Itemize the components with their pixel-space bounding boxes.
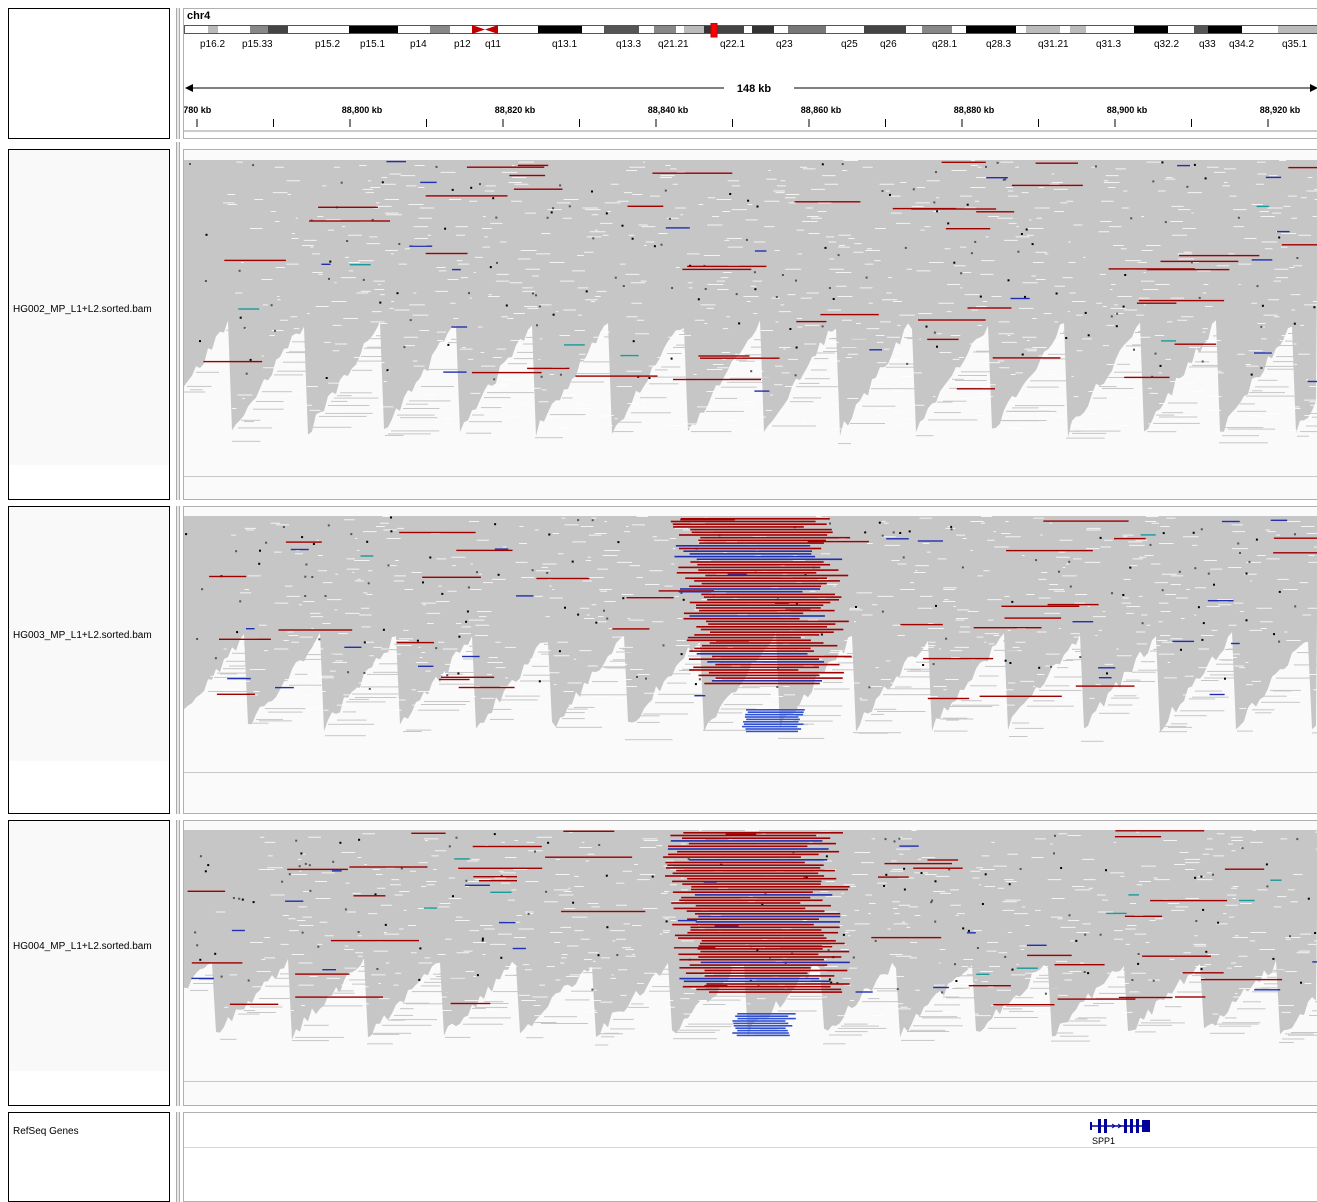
centromere-right (485, 25, 498, 34)
ideogram-band-label: q13.1 (552, 39, 577, 50)
track-name-hg004: HG004_MP_L1+L2.sorted.bam (13, 941, 152, 952)
chromosome-label: chr4 (187, 10, 210, 22)
ruler-tick-label: 88,920 kb (1260, 105, 1301, 115)
ideogram-band-label: q31.21 (1038, 39, 1069, 50)
panel-divider[interactable] (176, 142, 180, 500)
track-name-hg003: HG003_MP_L1+L2.sorted.bam (13, 630, 152, 641)
ideogram-band-label: p16.2 (200, 39, 225, 50)
header-name-panel (8, 8, 170, 139)
panel-divider[interactable] (176, 506, 180, 814)
ideogram-band-label: p14 (410, 39, 427, 50)
ideogram-band-label: q31.3 (1096, 39, 1121, 50)
ruler-tick-label: 88,880 kb (954, 105, 995, 115)
ideogram-band-label: p15.2 (315, 39, 340, 50)
ruler-tick-label: 88,820 kb (495, 105, 536, 115)
ruler-tick-label: ,780 kb (184, 105, 212, 115)
ruler-tick-label: 88,800 kb (342, 105, 383, 115)
ideogram-band-label: q28.3 (986, 39, 1011, 50)
current-view-marker (711, 23, 717, 37)
ideogram-band-label: q35.1 (1282, 39, 1307, 50)
refseq-genes-panel[interactable]: SPP1 (183, 1112, 1317, 1202)
ideogram-band-label: q34.2 (1229, 39, 1254, 50)
alignment-panel-hg004[interactable] (183, 820, 1317, 1106)
read-pileup-hg003[interactable] (184, 507, 1317, 814)
track-name-panel-hg002[interactable]: HG002_MP_L1+L2.sorted.bam (8, 149, 170, 500)
track-name-panel-hg003[interactable]: HG003_MP_L1+L2.sorted.bam (8, 506, 170, 814)
ideogram-band-label: p12 (454, 39, 471, 50)
read-pileup-hg002[interactable] (184, 150, 1317, 500)
ruler-tick-label: 88,840 kb (648, 105, 689, 115)
ideogram-band-label: p15.1 (360, 39, 385, 50)
track-name-panel-hg004[interactable]: HG004_MP_L1+L2.sorted.bam (8, 820, 170, 1106)
ideogram-band-label: q26 (880, 39, 897, 50)
ideogram-band-label: q22.1 (720, 39, 745, 50)
ruler-tick-label: 88,860 kb (801, 105, 842, 115)
ruler[interactable]: 148 kb ,780 kb 88,800 kb 88,820 kb 88,840 kb… (184, 61, 1317, 139)
ideogram-band-label: q32.2 (1154, 39, 1179, 50)
gene-spp1[interactable] (1088, 1116, 1158, 1136)
ideogram-band-label: q13.3 (616, 39, 641, 50)
ideogram-band-label: q33 (1199, 39, 1216, 50)
ruler-tick-label: 88,900 kb (1107, 105, 1148, 115)
track-name-panel-refseq[interactable]: RefSeq Genes (8, 1112, 170, 1202)
ideogram-band-label: q23 (776, 39, 793, 50)
gene-label-spp1: SPP1 (1092, 1136, 1115, 1146)
read-pileup-hg004[interactable] (184, 821, 1317, 1106)
chromosome-ideogram[interactable]: p16.2 p15.33 p15.2 p15.1 p14 p12 q11 q13.1 q13.3… (184, 23, 1317, 63)
alignment-panel-hg003[interactable] (183, 506, 1317, 814)
track-name-hg002: HG002_MP_L1+L2.sorted.bam (13, 304, 152, 315)
panel-divider[interactable] (176, 8, 180, 139)
panel-divider[interactable] (176, 820, 180, 1106)
ideogram-band-label: p15.33 (242, 39, 273, 50)
header-panel: chr4 p16.2 p15.33 p15.2 p15.1 p14 p12 q11 q13.1… (183, 8, 1317, 139)
ideogram-band-label: q25 (841, 39, 858, 50)
ideogram-band-label: q28.1 (932, 39, 957, 50)
ideogram-band-label: q21.21 (658, 39, 689, 50)
panel-divider[interactable] (176, 1112, 180, 1202)
alignment-panel-hg002[interactable] (183, 149, 1317, 500)
centromere-left (472, 25, 485, 34)
track-name-refseq: RefSeq Genes (13, 1126, 79, 1137)
ideogram-band-label: q11 (485, 39, 501, 50)
span-label: 148 kb (737, 83, 772, 95)
